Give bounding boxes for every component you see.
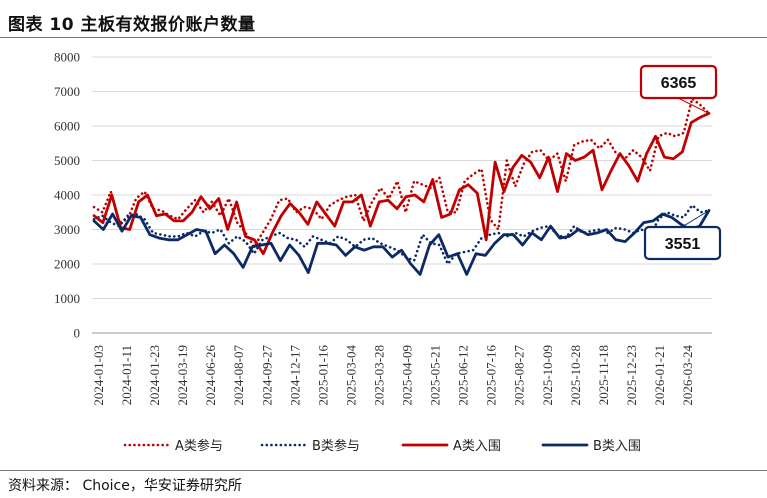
series-line	[92, 204, 711, 266]
x-tick-label: 2026-03-24	[680, 345, 695, 406]
y-tick-label: 8000	[54, 50, 80, 65]
x-tick-label: 2025-10-28	[568, 345, 583, 406]
callouts: 6365 3551	[639, 64, 722, 261]
x-tick-label: 2025-06-12	[456, 345, 471, 406]
x-tick-label: 2025-11-18	[596, 345, 611, 405]
y-tick-label: 3000	[54, 222, 80, 237]
legend-label: A类入围	[453, 439, 501, 454]
x-tick-label: 2024-08-07	[231, 345, 246, 406]
series-line	[92, 97, 711, 249]
y-tick-label: 6000	[54, 119, 80, 134]
x-tick-label: 2025-03-28	[371, 345, 386, 406]
x-tick-label: 2024-01-11	[119, 345, 134, 405]
callout-label: 6365	[661, 75, 697, 92]
x-tick-label: 2026-01-21	[652, 345, 667, 406]
x-tick-label: 2024-09-27	[259, 345, 274, 406]
x-tick-label: 2025-08-27	[512, 345, 527, 406]
y-axis-ticks: 0 1000 2000 3000 4000 5000 6000 7000 8000	[54, 50, 80, 341]
bottom-divider	[0, 470, 767, 471]
legend-label: B类参与	[312, 438, 360, 454]
x-axis-ticks: 2024-01-03 2024-01-11 2024-01-23 2024-03-19…	[91, 345, 695, 406]
chart-title: 图表 10 主板有效报价账户数量	[8, 15, 256, 35]
x-tick-label: 2025-03-04	[343, 345, 358, 406]
series-line	[92, 209, 711, 276]
x-tick-label: 2025-07-16	[484, 345, 499, 406]
callout-box	[639, 64, 718, 100]
legend: A类参与 B类参与 A类入围 B类入围	[123, 438, 641, 454]
y-tick-label: 2000	[54, 257, 80, 272]
y-tick-label: 0	[74, 326, 81, 341]
top-divider	[0, 37, 767, 38]
x-tick-label: 2025-01-16	[315, 345, 330, 406]
legend-label: B类入围	[593, 439, 641, 454]
x-tick-label: 2024-12-17	[287, 345, 302, 406]
x-tick-label: 2025-04-09	[400, 345, 415, 406]
x-tick-label: 2025-12-23	[624, 345, 639, 406]
series-lines	[92, 97, 711, 276]
callout-leader	[677, 97, 710, 114]
x-tick-label: 2024-06-26	[203, 345, 218, 406]
x-tick-label: 2025-05-21	[428, 345, 443, 406]
x-tick-label: 2024-03-19	[175, 345, 190, 406]
y-tick-label: 7000	[54, 84, 80, 99]
series-line	[92, 112, 711, 256]
legend-label: A类参与	[175, 438, 223, 454]
callout-label: 3551	[665, 236, 701, 253]
x-tick-label: 2025-10-09	[540, 345, 555, 406]
x-tick-label: 2024-01-23	[147, 345, 162, 406]
y-tick-label: 1000	[54, 291, 80, 306]
callout-leader	[681, 210, 710, 228]
callout-box	[643, 225, 722, 261]
y-tick-label: 5000	[54, 153, 80, 168]
source-note: 资料来源： Choice，华安证券研究所	[8, 478, 242, 494]
y-tick-label: 4000	[54, 188, 80, 203]
x-tick-label: 2024-01-03	[91, 345, 106, 406]
gridlines	[92, 56, 712, 334]
